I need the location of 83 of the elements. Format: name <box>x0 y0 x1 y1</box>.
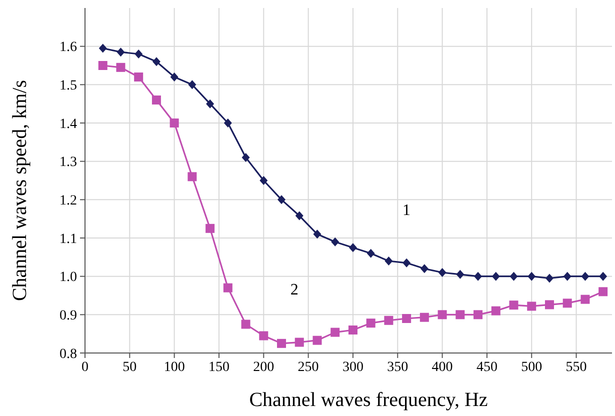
point <box>420 312 429 322</box>
x-tick-label: 150 <box>208 360 230 375</box>
point <box>384 316 394 325</box>
x-tick-label: 550 <box>566 360 587 375</box>
y-tick-label: 1.5 <box>60 78 77 94</box>
point <box>206 99 214 108</box>
point <box>438 268 446 277</box>
point <box>277 338 286 348</box>
y-axis-title: Channel waves speed, km/s <box>9 80 31 302</box>
point <box>491 306 500 316</box>
point <box>492 272 500 281</box>
point <box>580 294 590 304</box>
point <box>260 176 268 185</box>
point <box>152 96 161 104</box>
point <box>562 298 572 308</box>
point <box>98 61 108 70</box>
point <box>348 326 358 334</box>
point <box>312 336 322 345</box>
y-tick-label: 0.8 <box>60 346 77 362</box>
x-tick-label: 100 <box>164 360 185 375</box>
point <box>509 300 518 310</box>
point <box>188 172 197 182</box>
point <box>527 302 536 311</box>
x-tick-label: 400 <box>432 360 453 375</box>
y-tick-label: 1.6 <box>60 40 77 56</box>
point <box>348 243 357 252</box>
y-tick-label: 1.3 <box>60 155 77 170</box>
point <box>528 272 536 281</box>
point <box>206 224 215 233</box>
point <box>402 314 412 323</box>
point <box>224 118 232 128</box>
x-tick-label: 450 <box>476 360 498 375</box>
x-tick-label: 0 <box>82 360 88 375</box>
x-tick-label: 500 <box>521 360 542 375</box>
y-tick-label: 1.4 <box>60 116 77 132</box>
point <box>134 72 144 82</box>
point <box>188 80 196 90</box>
point <box>384 256 393 266</box>
point <box>456 310 465 320</box>
point <box>456 270 464 279</box>
point <box>545 274 554 283</box>
point <box>170 118 179 128</box>
point <box>366 248 375 258</box>
point <box>170 72 178 82</box>
point <box>278 195 286 204</box>
point <box>474 310 483 320</box>
point <box>599 272 608 281</box>
point <box>241 320 250 329</box>
y-tick-label: 1.2 <box>60 194 77 209</box>
y-tick-label: 1.1 <box>60 232 77 247</box>
point <box>116 48 125 57</box>
point <box>581 272 590 281</box>
point <box>223 283 232 292</box>
y-tick-label: 1.0 <box>60 270 77 286</box>
point <box>331 237 340 246</box>
x-tick-label: 200 <box>253 360 274 375</box>
text: 2 <box>290 281 298 298</box>
point <box>366 318 376 328</box>
x-tick-label: 300 <box>342 360 364 375</box>
point <box>420 264 428 274</box>
point <box>152 57 160 66</box>
text: 1 <box>402 202 411 219</box>
x-axis-title: Channel waves frequency, Hz <box>249 389 488 411</box>
x-tick-label: 250 <box>298 360 319 375</box>
point <box>474 272 482 281</box>
point <box>330 328 340 337</box>
point <box>598 287 608 296</box>
point <box>544 300 554 310</box>
point <box>242 153 250 162</box>
x-tick-label: 350 <box>387 360 408 375</box>
point <box>438 310 447 320</box>
point <box>295 211 304 220</box>
point <box>563 272 572 281</box>
point <box>402 258 411 268</box>
point <box>510 272 518 281</box>
point <box>98 44 107 53</box>
point <box>116 62 126 72</box>
y-tick-label: 0.9 <box>60 308 77 324</box>
point <box>134 50 143 58</box>
point <box>294 338 304 347</box>
point <box>259 331 268 340</box>
point <box>313 230 322 239</box>
x-tick-label: 50 <box>122 360 137 375</box>
